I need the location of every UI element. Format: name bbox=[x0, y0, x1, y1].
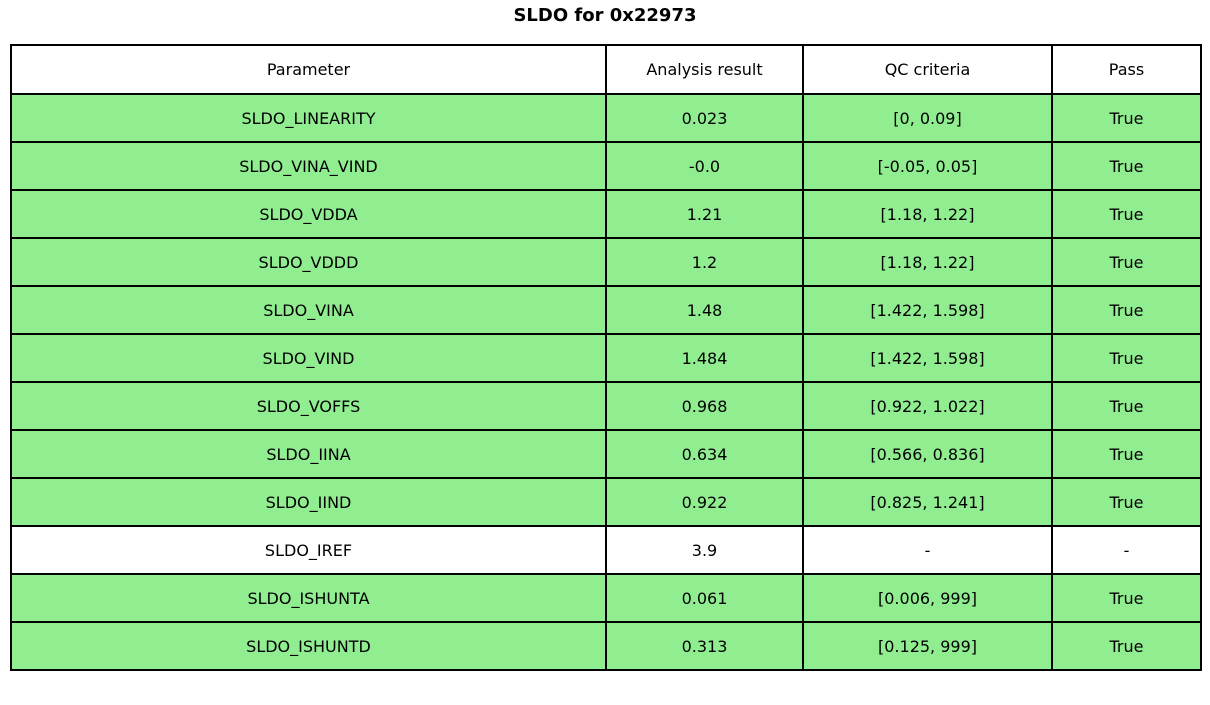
pass-cell: True bbox=[1051, 429, 1202, 479]
pass-cell: True bbox=[1051, 621, 1202, 671]
pass-cell: True bbox=[1051, 237, 1202, 287]
parameter-cell: SLDO_VDDD bbox=[10, 237, 607, 287]
parameter-cell: SLDO_VINA_VIND bbox=[10, 141, 607, 191]
analysis-result-cell: 0.061 bbox=[605, 573, 804, 623]
qc-criteria-cell: [0.825, 1.241] bbox=[802, 477, 1053, 527]
analysis-result-cell: 1.2 bbox=[605, 237, 804, 287]
pass-cell: - bbox=[1051, 525, 1202, 575]
table-row: SLDO_VOFFS 0.968 [0.922, 1.022] True bbox=[10, 381, 1202, 431]
qc-criteria-cell: [0, 0.09] bbox=[802, 93, 1053, 143]
header-cell-qc-criteria: QC criteria bbox=[802, 44, 1053, 95]
analysis-result-cell: 0.922 bbox=[605, 477, 804, 527]
parameter-cell: SLDO_ISHUNTA bbox=[10, 573, 607, 623]
qc-criteria-cell: [1.18, 1.22] bbox=[802, 189, 1053, 239]
table-row: SLDO_ISHUNTD 0.313 [0.125, 999] True bbox=[10, 621, 1202, 671]
table-row: SLDO_IIND 0.922 [0.825, 1.241] True bbox=[10, 477, 1202, 527]
pass-cell: True bbox=[1051, 381, 1202, 431]
pass-cell: True bbox=[1051, 285, 1202, 335]
pass-cell: True bbox=[1051, 93, 1202, 143]
pass-cell: True bbox=[1051, 477, 1202, 527]
analysis-result-cell: 0.023 bbox=[605, 93, 804, 143]
table-row: SLDO_VDDD 1.2 [1.18, 1.22] True bbox=[10, 237, 1202, 287]
qc-criteria-cell: [1.422, 1.598] bbox=[802, 333, 1053, 383]
analysis-result-cell: 0.968 bbox=[605, 381, 804, 431]
qc-criteria-cell: - bbox=[802, 525, 1053, 575]
header-cell-analysis-result: Analysis result bbox=[605, 44, 804, 95]
table-body: SLDO_LINEARITY 0.023 [0, 0.09] True SLDO_VIN… bbox=[10, 93, 1202, 671]
header-row: Parameter Analysis result QC criteria Pa… bbox=[10, 44, 1202, 95]
header-cell-parameter: Parameter bbox=[10, 44, 607, 95]
table-row: SLDO_VDDA 1.21 [1.18, 1.22] True bbox=[10, 189, 1202, 239]
qc-criteria-cell: [-0.05, 0.05] bbox=[802, 141, 1053, 191]
parameter-cell: SLDO_IINA bbox=[10, 429, 607, 479]
table-row: SLDO_ISHUNTA 0.061 [0.006, 999] True bbox=[10, 573, 1202, 623]
results-table: Parameter Analysis result QC criteria Pa… bbox=[10, 44, 1202, 671]
parameter-cell: SLDO_IIND bbox=[10, 477, 607, 527]
pass-cell: True bbox=[1051, 573, 1202, 623]
analysis-result-cell: 1.21 bbox=[605, 189, 804, 239]
parameter-cell: SLDO_LINEARITY bbox=[10, 93, 607, 143]
parameter-cell: SLDO_IREF bbox=[10, 525, 607, 575]
qc-criteria-cell: [1.18, 1.22] bbox=[802, 237, 1053, 287]
parameter-cell: SLDO_VINA bbox=[10, 285, 607, 335]
table-row: SLDO_IINA 0.634 [0.566, 0.836] True bbox=[10, 429, 1202, 479]
table-row: SLDO_LINEARITY 0.023 [0, 0.09] True bbox=[10, 93, 1202, 143]
analysis-result-cell: 1.484 bbox=[605, 333, 804, 383]
parameter-cell: SLDO_ISHUNTD bbox=[10, 621, 607, 671]
table-row: SLDO_VINA_VIND -0.0 [-0.05, 0.05] True bbox=[10, 141, 1202, 191]
figure-title: SLDO for 0x22973 bbox=[513, 5, 697, 26]
analysis-result-cell: 3.9 bbox=[605, 525, 804, 575]
table-row: SLDO_IREF 3.9- - bbox=[10, 525, 1202, 575]
qc-criteria-cell: [0.566, 0.836] bbox=[802, 429, 1053, 479]
parameter-cell: SLDO_VDDA bbox=[10, 189, 607, 239]
pass-cell: True bbox=[1051, 141, 1202, 191]
parameter-cell: SLDO_VOFFS bbox=[10, 381, 607, 431]
qc-criteria-cell: [0.125, 999] bbox=[802, 621, 1053, 671]
pass-cell: True bbox=[1051, 333, 1202, 383]
table-row: SLDO_VINA 1.48 [1.422, 1.598] True bbox=[10, 285, 1202, 335]
qc-criteria-cell: [0.006, 999] bbox=[802, 573, 1053, 623]
analysis-result-cell: -0.0 bbox=[605, 141, 804, 191]
analysis-result-cell: 1.48 bbox=[605, 285, 804, 335]
header-cell-pass: Pass bbox=[1051, 44, 1202, 95]
parameter-cell: SLDO_VIND bbox=[10, 333, 607, 383]
table-row: SLDO_VIND 1.484 [1.422, 1.598] True bbox=[10, 333, 1202, 383]
qc-criteria-cell: [1.422, 1.598] bbox=[802, 285, 1053, 335]
pass-cell: True bbox=[1051, 189, 1202, 239]
analysis-result-cell: 0.313 bbox=[605, 621, 804, 671]
analysis-result-cell: 0.634 bbox=[605, 429, 804, 479]
qc-criteria-cell: [0.922, 1.022] bbox=[802, 381, 1053, 431]
